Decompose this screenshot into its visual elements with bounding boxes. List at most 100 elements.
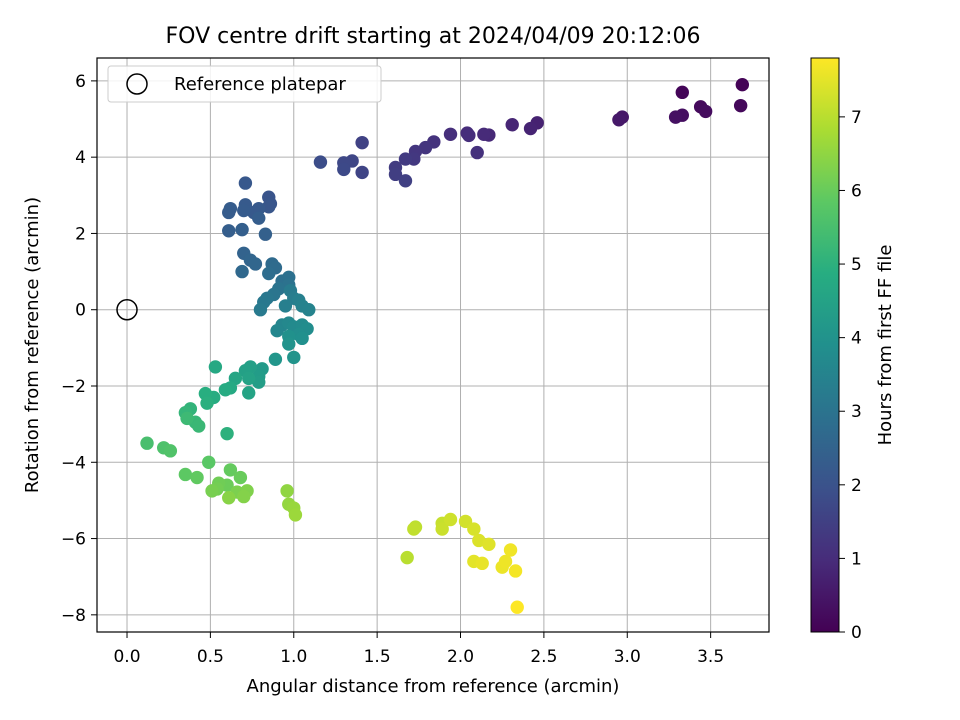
data-point xyxy=(262,266,276,281)
data-point xyxy=(477,127,491,141)
data-point xyxy=(510,600,524,614)
data-point xyxy=(222,224,236,238)
x-tick-label: 1.5 xyxy=(364,647,391,667)
legend-box xyxy=(107,65,382,103)
x-tick-label: 2.0 xyxy=(447,647,474,667)
x-tick-label: 2.5 xyxy=(530,647,557,667)
data-point xyxy=(612,113,626,127)
data-point xyxy=(698,104,713,119)
y-tick-label: 4 xyxy=(75,148,86,168)
colorbar-label: Hours from first FF file xyxy=(875,245,896,446)
data-point xyxy=(400,550,414,565)
chart-title: FOV centre drift starting at 2024/04/09 … xyxy=(166,24,701,49)
data-point xyxy=(733,98,748,113)
colorbar-tick-label: 3 xyxy=(851,402,862,422)
data-point xyxy=(208,360,223,374)
data-point xyxy=(237,489,251,504)
data-point xyxy=(435,522,449,536)
data-point xyxy=(235,222,249,237)
data-point xyxy=(482,537,496,551)
data-point xyxy=(462,128,476,143)
data-point xyxy=(252,211,266,225)
x-tick-label: 3.5 xyxy=(697,647,724,667)
x-tick-label: 1.0 xyxy=(280,647,307,667)
data-point xyxy=(163,444,178,458)
data-point xyxy=(505,118,519,132)
reference-platepar-marker xyxy=(116,298,138,321)
data-point xyxy=(192,419,206,433)
data-point xyxy=(200,396,214,410)
data-point xyxy=(218,383,233,397)
data-point xyxy=(398,174,413,188)
colorbar-tick-label: 2 xyxy=(851,476,862,496)
data-point xyxy=(223,463,238,477)
data-point xyxy=(443,512,458,527)
colorbar-tick-label: 6 xyxy=(851,181,862,201)
data-point xyxy=(202,455,216,469)
colorbar-tick-label: 5 xyxy=(851,255,862,275)
data-point xyxy=(222,205,236,220)
plot-area-frame xyxy=(96,57,770,633)
data-point xyxy=(238,176,253,190)
data-point xyxy=(233,470,248,485)
data-point xyxy=(355,135,369,150)
data-point xyxy=(355,165,369,180)
data-point xyxy=(268,352,283,367)
data-point xyxy=(508,564,523,578)
data-point xyxy=(242,386,256,400)
data-point xyxy=(280,484,294,498)
data-point xyxy=(302,303,316,317)
colorbar-ticks: 0 1 2 3 4 5 6 7 xyxy=(839,108,862,643)
data-point xyxy=(220,426,234,441)
data-point xyxy=(668,110,683,124)
y-tick-label: −6 xyxy=(61,530,86,550)
data-point xyxy=(503,543,518,557)
data-point xyxy=(178,467,193,482)
y-axis-ticks: −8 −6 −4 −2 0 2 4 6 xyxy=(61,72,97,626)
data-point xyxy=(523,121,538,136)
legend-reference-marker xyxy=(126,73,148,95)
legend-entry-reference: Reference platepar xyxy=(174,74,346,95)
data-point xyxy=(253,303,268,317)
data-point xyxy=(735,77,750,92)
data-point xyxy=(498,554,513,569)
data-point xyxy=(270,323,284,338)
data-point xyxy=(222,491,236,505)
data-point xyxy=(287,350,301,365)
data-point xyxy=(288,508,303,522)
colorbar-tick-label: 1 xyxy=(851,549,862,569)
data-point xyxy=(470,145,484,160)
data-point xyxy=(313,155,328,169)
legend: Reference platepar xyxy=(107,65,382,103)
x-tick-label: 0.5 xyxy=(197,647,224,667)
x-axis-label: Angular distance from reference (arcmin) xyxy=(247,676,620,697)
data-point xyxy=(407,522,421,536)
data-point xyxy=(205,484,219,498)
colorbar-tick-label: 7 xyxy=(851,108,862,128)
x-tick-label: 3.0 xyxy=(614,647,641,667)
data-point xyxy=(467,522,481,536)
y-tick-label: 6 xyxy=(75,72,86,92)
data-point xyxy=(675,85,689,100)
data-point xyxy=(282,337,296,351)
data-point xyxy=(140,436,154,450)
x-tick-label: 0.0 xyxy=(113,647,140,667)
data-point xyxy=(242,371,256,386)
data-point xyxy=(443,127,458,141)
y-tick-label: −8 xyxy=(61,606,86,626)
data-point xyxy=(475,556,489,571)
data-point xyxy=(398,152,413,166)
data-point xyxy=(258,227,273,241)
data-point xyxy=(295,331,309,346)
scatter-points xyxy=(140,77,750,614)
data-point xyxy=(262,200,276,214)
data-point xyxy=(248,257,263,271)
y-tick-label: 0 xyxy=(75,301,86,321)
y-tick-label: −2 xyxy=(61,377,86,397)
x-axis-ticks: 0.0 0.5 1.0 1.5 2.0 2.5 3.0 3.5 xyxy=(113,632,724,667)
data-point xyxy=(235,264,249,279)
data-point xyxy=(278,299,293,313)
data-point xyxy=(337,162,351,177)
colorbar-tick-label: 4 xyxy=(851,329,862,349)
